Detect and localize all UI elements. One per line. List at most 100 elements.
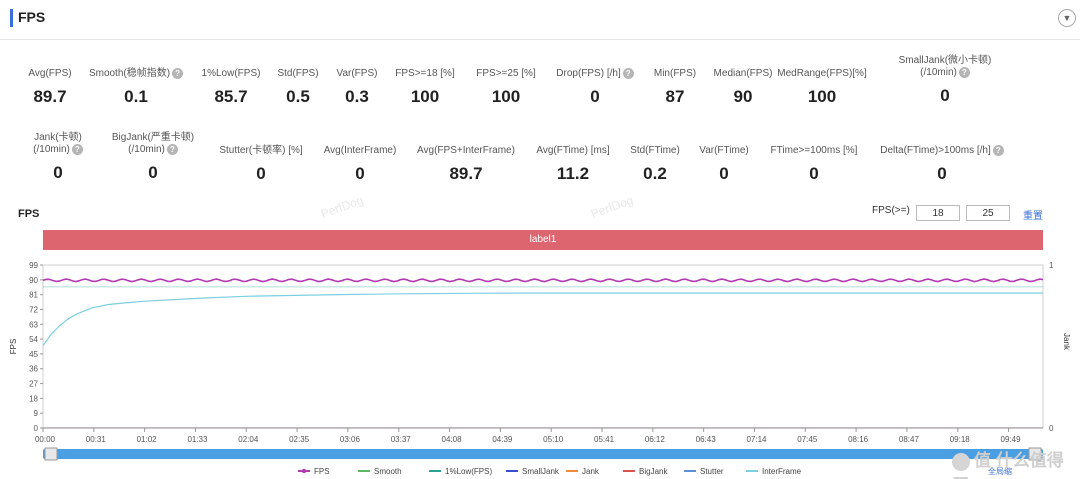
x-tick-label: 06:12 (645, 435, 666, 444)
metric-label: Jank(卡顿) (34, 132, 82, 143)
metric-label: Avg(FPS+InterFrame) (417, 145, 515, 156)
metric-label: Stutter(卡顿率) [%] (219, 145, 303, 156)
y2-tick-label: 1 (1049, 261, 1054, 270)
x-tick-label: 02:35 (289, 435, 310, 444)
y-tick-label: 27 (29, 380, 38, 389)
metric-label: Delta(FTime)>100ms [/h]? (872, 145, 1012, 157)
reset-button[interactable]: 重置 (1023, 211, 1043, 222)
legend-item-label: FPS (314, 467, 330, 476)
metric-value: 0 (53, 163, 63, 183)
watermark-logo-icon (952, 452, 970, 471)
time-range-scrollbar[interactable] (43, 449, 1043, 459)
corner-watermark: 值 什么值得买 (952, 446, 1080, 479)
x-tick-label: 05:41 (594, 435, 615, 444)
label-bar[interactable]: label1 (43, 230, 1043, 250)
metric-label: BigJank(严重卡顿) (111, 132, 195, 143)
metric-label: Smooth(稳帧指数)? (66, 68, 206, 80)
fps-threshold-25-input[interactable] (966, 205, 1010, 221)
metric: MedRange(FPS)[%] 100 (752, 68, 892, 107)
metric-label: Std(FTime) (630, 145, 680, 156)
legend-item-label: InterFrame (762, 467, 802, 476)
help-icon[interactable]: ? (172, 68, 184, 79)
fps-threshold-18-input[interactable] (916, 205, 960, 221)
legend-item-label: 1%Low(FPS) (445, 467, 492, 476)
y-tick-label: 81 (29, 291, 38, 300)
legend-item-label: Smooth (374, 467, 402, 476)
metric: Avg(InterFrame) 0 (290, 145, 430, 184)
metric-label: MedRange(FPS)[%] (777, 68, 867, 79)
x-tick-label: 05:10 (543, 435, 564, 444)
metric-label-unit: (/10min)? (83, 144, 223, 156)
section-header: FPS ▼ (0, 0, 1080, 40)
y-tick-label: 0 (34, 424, 39, 433)
metric: Var(FPS) 0.3 (287, 68, 427, 107)
chart-title: FPS (18, 208, 40, 220)
metric-value: 85.7 (214, 87, 248, 106)
metric: 1%Low(FPS) 85.7 (161, 68, 301, 107)
metric: Min(FPS) 87 (605, 68, 745, 107)
x-tick-label: 07:45 (797, 435, 818, 444)
metric-label: FPS>=25 [%] (476, 68, 536, 79)
metric-label: Median(FPS) (713, 68, 773, 79)
legend-item-label: Jank (582, 467, 600, 476)
legend-marker (301, 468, 307, 474)
x-tick-label: 01:02 (137, 435, 158, 444)
plot-area (42, 264, 1044, 429)
metric-value: 0.5 (286, 87, 310, 106)
metric: Std(FPS) 0.5 (228, 68, 368, 107)
metric-value: 0 (809, 164, 819, 183)
x-tick-label: 08:47 (899, 435, 920, 444)
series-line-interframe (42, 292, 1043, 347)
metric: BigJank(严重卡顿) (/10min)? 0 (83, 132, 223, 183)
metric-label: SmallJank(微小卡顿) (898, 55, 992, 66)
metric: SmallJank(微小卡顿) (/10min)? 0 (875, 55, 1015, 106)
x-tick-label: 03:37 (391, 435, 412, 444)
series-line-fps (42, 278, 1044, 283)
metric-value: 0 (590, 87, 600, 107)
metric-value: 0 (719, 164, 729, 183)
metric-value: 0.1 (124, 87, 148, 107)
legend-item-label: BigJank (639, 467, 668, 476)
metric-value: 0 (937, 164, 947, 184)
x-tick-label: 00:00 (35, 435, 56, 444)
metric-label: 1%Low(FPS) (201, 68, 261, 79)
chevron-down-icon[interactable]: ▼ (1058, 9, 1076, 27)
metric-label-unit: (/10min)? (0, 144, 128, 156)
legend-item-label: SmallJank (522, 467, 560, 476)
x-tick-label: 06:43 (696, 435, 717, 444)
metric-value: 0 (940, 86, 950, 106)
metric-value: 0 (148, 163, 158, 183)
metric: Avg(FPS+InterFrame) 89.7 (396, 145, 536, 184)
metric-value: 89.7 (449, 164, 483, 183)
metric: Jank(卡顿) (/10min)? 0 (0, 132, 128, 183)
help-icon[interactable]: ? (71, 144, 83, 155)
scrollbar-right-handle[interactable] (1028, 447, 1042, 461)
y-tick-label: 45 (29, 350, 38, 359)
metric: FTime>=100ms [%] 0 (744, 145, 884, 184)
scrollbar-left-handle[interactable] (44, 447, 58, 461)
x-tick-label: 07:14 (746, 435, 767, 444)
y-tick-label: 63 (29, 320, 38, 329)
section-title: FPS (18, 9, 46, 25)
metric-value: 89.7 (33, 87, 67, 106)
metric-label: FTime>=100ms [%] (770, 145, 858, 156)
header-accent-bar (10, 9, 13, 27)
reset-zoom-button[interactable]: 全局缩 (988, 466, 1012, 476)
help-icon[interactable]: ? (958, 67, 970, 78)
metric-value: 0.2 (643, 164, 667, 183)
metric: Stutter(卡顿率) [%] 0 (191, 145, 331, 184)
help-icon[interactable]: ? (992, 145, 1004, 156)
x-tick-label: 09:18 (950, 435, 971, 444)
x-tick-label: 04:08 (442, 435, 463, 444)
metric: Avg(FTime) [ms] 11.2 (503, 145, 643, 184)
metric-label: Std(FPS) (277, 68, 319, 79)
metric-label-unit: (/10min)? (875, 67, 1015, 79)
help-icon[interactable]: ? (166, 144, 178, 155)
metric: FPS>=25 [%] 100 (436, 68, 576, 107)
legend-item-label: Stutter (700, 467, 724, 476)
y2-axis-label: Jank (1062, 333, 1071, 351)
x-tick-label: 01:33 (187, 435, 208, 444)
y-tick-label: 90 (29, 276, 38, 285)
help-icon[interactable]: ? (622, 68, 634, 79)
